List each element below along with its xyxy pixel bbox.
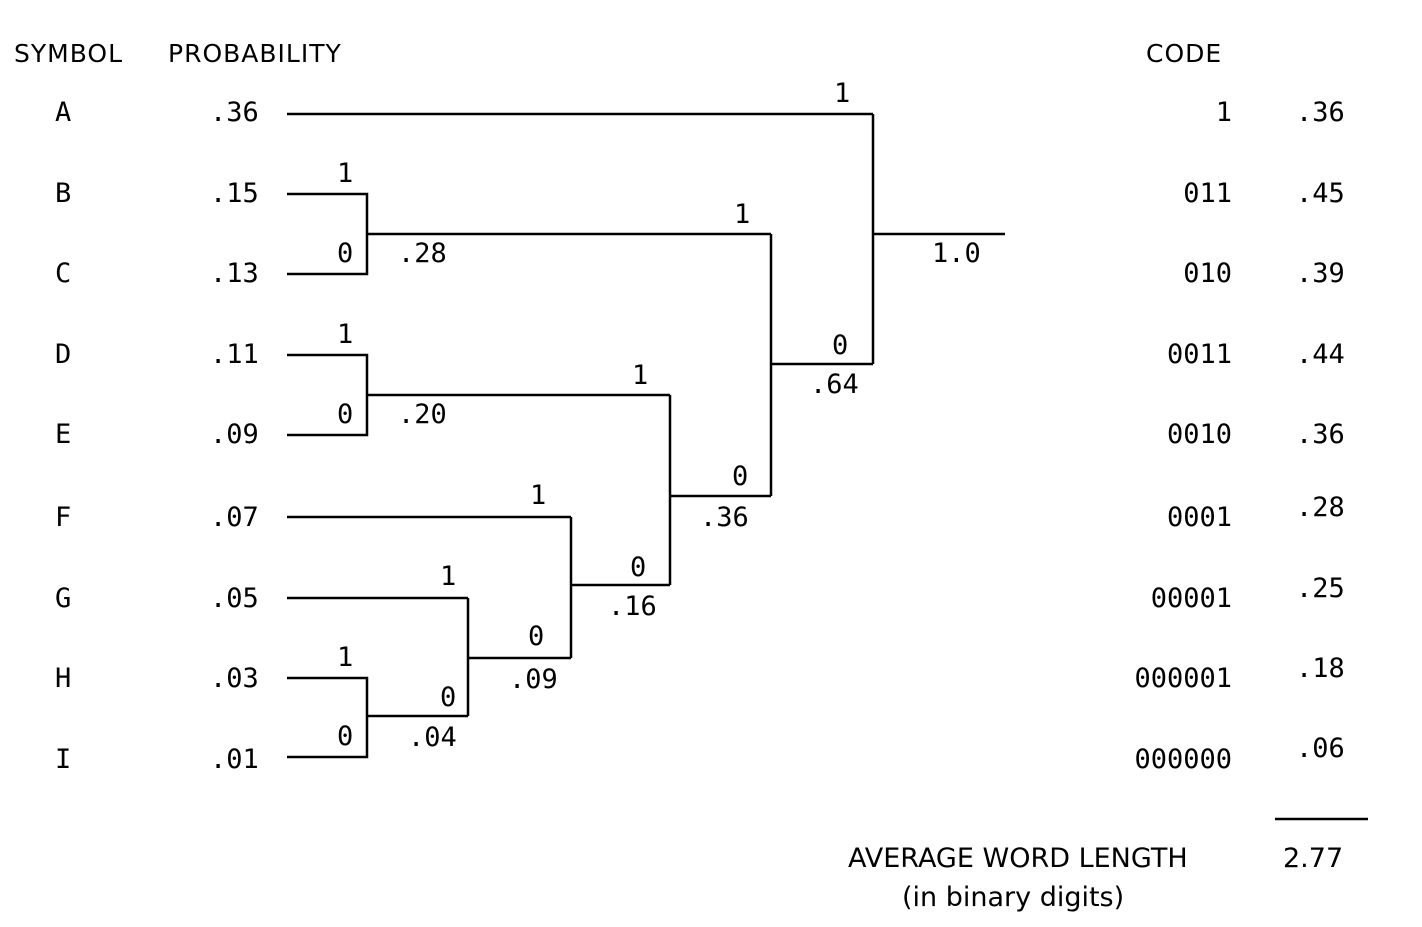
tree-edges <box>287 112 1005 759</box>
header-symbol: SYMBOL <box>14 39 123 68</box>
probability-d: .11 <box>210 339 259 370</box>
product-d: .44 <box>1296 339 1345 370</box>
symbol-f: F <box>55 502 71 533</box>
tree-labels: 1 0 .28 1 0 .20 1 0 .04 1 0 .09 1 0 .16 … <box>337 78 981 753</box>
probability-c: .13 <box>210 258 259 289</box>
symbol-d: D <box>55 339 71 370</box>
branch-label-hi-upper: 1 <box>337 642 353 673</box>
sum-label-bc: .28 <box>398 238 447 269</box>
code-d: 0011 <box>1167 339 1232 370</box>
probability-e: .09 <box>210 419 259 450</box>
probability-b: .15 <box>210 178 259 209</box>
branch-label-bc-lower: 0 <box>337 238 353 269</box>
sum-label-de: .20 <box>398 399 447 430</box>
branch-label-bcrest-upper: 1 <box>734 199 750 230</box>
code-h: 000001 <box>1134 663 1232 694</box>
product-c: .39 <box>1296 258 1345 289</box>
code-b: 011 <box>1183 178 1232 209</box>
sum-label-fghi: .16 <box>608 591 657 622</box>
product-a: .36 <box>1296 97 1345 128</box>
symbol-g: G <box>55 583 71 614</box>
probability-g: .05 <box>210 583 259 614</box>
branch-label-bcrest-lower: 0 <box>732 461 748 492</box>
header-code: CODE <box>1146 39 1222 68</box>
code-column: 1 011 010 0011 0010 0001 00001 000001 00… <box>1134 97 1232 775</box>
symbol-e: E <box>55 419 71 450</box>
probability-column: .36 .15 .13 .11 .09 .07 .05 .03 .01 <box>210 97 259 775</box>
average-word-length-unit: (in binary digits) <box>902 882 1124 913</box>
branch-label-fghi-upper: 1 <box>530 480 546 511</box>
code-a: 1 <box>1216 97 1232 128</box>
symbol-b: B <box>55 178 71 209</box>
code-i: 000000 <box>1134 744 1232 775</box>
probability-h: .03 <box>210 663 259 694</box>
branch-label-ghi-lower: 0 <box>440 682 456 713</box>
average-word-length-value: 2.77 <box>1283 843 1343 874</box>
product-column: .36 .45 .39 .44 .36 .28 .25 .18 .06 <box>1296 97 1345 764</box>
branch-label-defghi-lower: 0 <box>630 552 646 583</box>
symbol-h: H <box>55 663 71 694</box>
edge-de-bracket <box>287 353 369 437</box>
branch-label-hi-lower: 0 <box>337 721 353 752</box>
sum-label-bcrest: .64 <box>810 369 859 400</box>
branch-label-defghi-upper: 1 <box>632 360 648 391</box>
branch-label-root-upper: 1 <box>834 78 850 109</box>
code-e: 0010 <box>1167 419 1232 450</box>
code-c: 010 <box>1183 258 1232 289</box>
probability-f: .07 <box>210 502 259 533</box>
branch-label-de-upper: 1 <box>337 319 353 350</box>
product-e: .36 <box>1296 419 1345 450</box>
branch-label-de-lower: 0 <box>337 399 353 430</box>
edge-bc-bracket <box>287 192 369 276</box>
symbol-i: I <box>55 744 71 775</box>
sum-label-defghi: .36 <box>700 502 749 533</box>
symbol-c: C <box>55 258 71 289</box>
header-probability: PROBABILITY <box>168 39 342 68</box>
product-f: .28 <box>1296 492 1345 523</box>
branch-label-root-lower: 0 <box>832 330 848 361</box>
branch-label-fghi-lower: 0 <box>528 621 544 652</box>
product-b: .45 <box>1296 178 1345 209</box>
product-i: .06 <box>1296 733 1345 764</box>
average-word-length-label: AVERAGE WORD LENGTH <box>848 843 1188 874</box>
product-h: .18 <box>1296 653 1345 684</box>
sum-label-hi: .04 <box>408 722 457 753</box>
symbol-column: A B C D E F G H I <box>55 97 71 775</box>
code-f: 0001 <box>1167 502 1232 533</box>
branch-label-ghi-upper: 1 <box>440 561 456 592</box>
sum-label-root: 1.0 <box>932 238 981 269</box>
code-g: 00001 <box>1151 583 1232 614</box>
symbol-a: A <box>55 97 71 128</box>
probability-i: .01 <box>210 744 259 775</box>
sum-label-ghi: .09 <box>509 664 558 695</box>
probability-a: .36 <box>210 97 259 128</box>
edge-hi-bracket <box>287 676 369 759</box>
branch-label-bc-upper: 1 <box>337 158 353 189</box>
product-g: .25 <box>1296 573 1345 604</box>
